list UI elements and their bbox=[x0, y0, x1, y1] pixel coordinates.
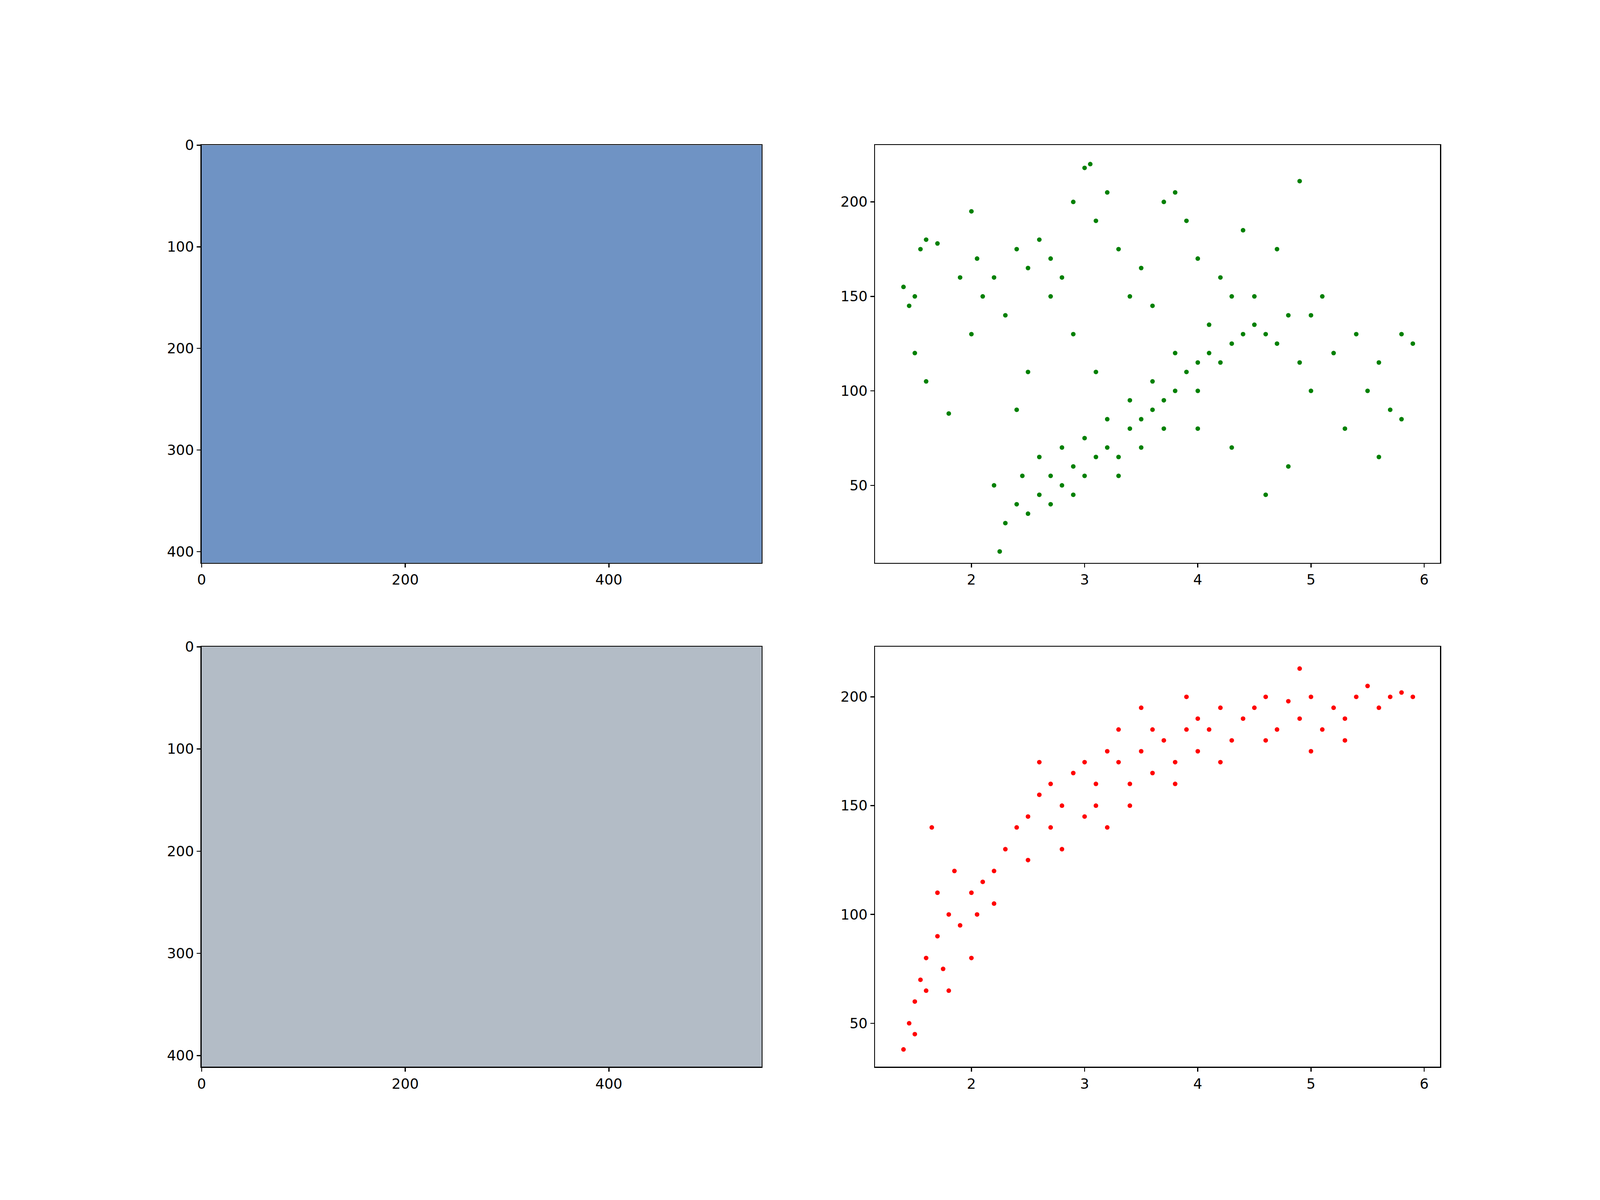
svg-text:150: 150 bbox=[840, 797, 868, 814]
svg-text:50: 50 bbox=[849, 1015, 868, 1032]
svg-text:0: 0 bbox=[185, 638, 195, 655]
svg-text:400: 400 bbox=[167, 1047, 195, 1064]
svg-text:200: 200 bbox=[840, 193, 868, 210]
svg-text:400: 400 bbox=[167, 543, 195, 560]
svg-text:6: 6 bbox=[1419, 571, 1429, 588]
svg-text:100: 100 bbox=[840, 906, 868, 923]
svg-text:400: 400 bbox=[595, 1075, 623, 1093]
svg-text:5: 5 bbox=[1306, 571, 1316, 588]
svg-text:200: 200 bbox=[167, 842, 195, 860]
svg-text:200: 200 bbox=[391, 571, 419, 588]
svg-text:4: 4 bbox=[1193, 1075, 1203, 1093]
svg-text:100: 100 bbox=[167, 740, 195, 758]
svg-text:5: 5 bbox=[1306, 1075, 1316, 1093]
svg-text:3: 3 bbox=[1080, 571, 1090, 588]
svg-text:400: 400 bbox=[595, 571, 623, 588]
svg-text:200: 200 bbox=[167, 340, 195, 357]
svg-text:300: 300 bbox=[167, 945, 195, 962]
svg-text:100: 100 bbox=[167, 238, 195, 255]
svg-text:4: 4 bbox=[1193, 571, 1203, 588]
svg-text:6: 6 bbox=[1419, 1075, 1429, 1093]
svg-text:200: 200 bbox=[391, 1075, 419, 1093]
svg-text:0: 0 bbox=[197, 1075, 207, 1093]
svg-text:200: 200 bbox=[840, 688, 868, 705]
svg-text:0: 0 bbox=[197, 571, 207, 588]
svg-text:300: 300 bbox=[167, 441, 195, 459]
svg-text:2: 2 bbox=[967, 571, 977, 588]
svg-text:3: 3 bbox=[1080, 1075, 1090, 1093]
svg-text:2: 2 bbox=[967, 1075, 977, 1093]
svg-text:150: 150 bbox=[840, 287, 868, 305]
svg-text:100: 100 bbox=[840, 382, 868, 400]
svg-text:50: 50 bbox=[849, 477, 868, 494]
svg-text:0: 0 bbox=[185, 136, 195, 154]
